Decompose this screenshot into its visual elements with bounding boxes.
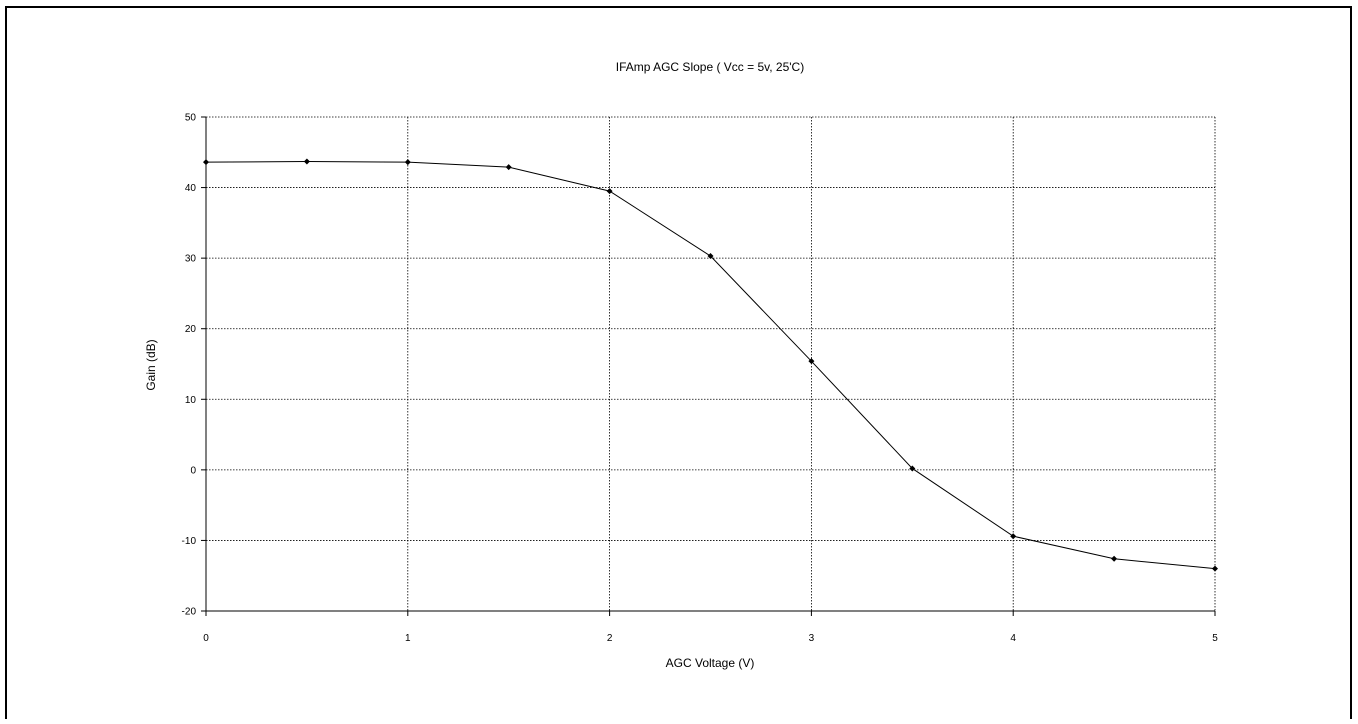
x-tick-label: 2 — [607, 633, 613, 644]
axes — [201, 116, 1216, 616]
y-tick-label: -20 — [182, 607, 197, 618]
data-point-marker — [404, 159, 411, 166]
series-group — [203, 158, 1218, 572]
chart-border — [5, 6, 1352, 724]
x-tick-label: 1 — [405, 633, 411, 644]
y-tick-label: 30 — [185, 254, 197, 265]
data-point-marker — [606, 188, 613, 195]
data-point-marker — [808, 358, 815, 365]
chart-title: IFAmp AGC Slope ( Vcc = 5v, 25'C) — [616, 60, 804, 74]
data-point-marker — [909, 465, 916, 472]
x-tick-label: 4 — [1010, 633, 1016, 644]
x-tick-label: 0 — [203, 633, 209, 644]
data-point-marker — [1111, 555, 1118, 562]
y-tick-label: 10 — [185, 395, 197, 406]
y-tick-labels: -20 -10 0 10 20 30 40 50 — [182, 113, 197, 618]
data-point-marker — [707, 253, 714, 260]
data-point-marker — [303, 158, 310, 165]
data-point-marker — [1212, 565, 1218, 572]
x-axis-label: AGC Voltage (V) — [666, 656, 755, 670]
y-tick-label: -10 — [182, 536, 197, 547]
y-axis-label: Gain (dB) — [144, 339, 158, 390]
data-point-marker — [505, 164, 512, 171]
data-point-marker — [203, 159, 209, 166]
x-tick-label: 5 — [1212, 633, 1218, 644]
y-tick-label: 20 — [185, 324, 197, 335]
y-tick-label: 40 — [185, 183, 197, 194]
x-tick-labels: 0 1 2 3 4 5 — [203, 633, 1218, 644]
data-point-marker — [1010, 533, 1017, 540]
y-tick-label: 0 — [190, 465, 196, 476]
y-tick-label: 50 — [185, 113, 197, 124]
x-tick-label: 3 — [809, 633, 815, 644]
